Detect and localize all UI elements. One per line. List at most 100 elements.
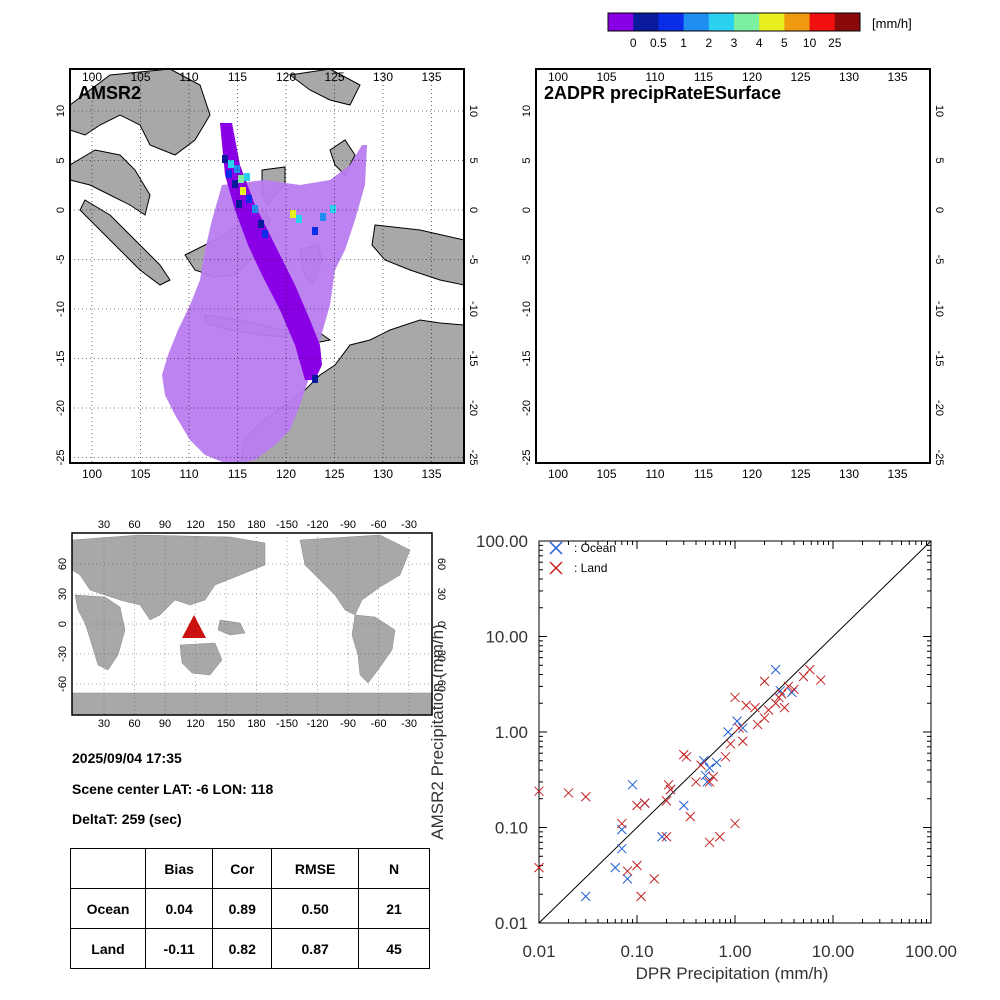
land-point — [737, 736, 748, 747]
lat-label-right: -5 — [467, 255, 479, 265]
scene-center: Scene center LAT: -6 LON: 118 — [72, 781, 274, 797]
lat-label-left: -25 — [55, 450, 67, 466]
colorbar-swatch — [683, 13, 710, 31]
x-tick-label: 100.00 — [905, 942, 957, 961]
lon-label-top: 130 — [373, 70, 393, 84]
lat-label-right: -60 — [435, 676, 447, 692]
map-frame — [69, 68, 465, 464]
y-tick-label: 0.01 — [495, 914, 528, 933]
lon-label-bottom: 125 — [790, 467, 810, 481]
land-point — [661, 796, 672, 806]
lon-label-bottom: 125 — [324, 467, 344, 481]
lon-label-top: 130 — [839, 70, 859, 84]
lon-label-top: 115 — [228, 70, 247, 84]
lat-label-left: -15 — [55, 351, 67, 367]
lon-label-bottom: 135 — [887, 467, 907, 481]
lat-label-left: -5 — [521, 255, 533, 265]
map-grid — [70, 69, 464, 463]
lon-label-top: -150 — [276, 519, 298, 531]
ocean-point — [610, 862, 621, 873]
lon-label-bottom: 150 — [217, 718, 235, 730]
table-header-cell: RMSE — [271, 848, 359, 889]
lon-label-bottom: 90 — [159, 718, 171, 730]
lon-label-top: 110 — [179, 70, 198, 84]
y-tick-label: 100.00 — [476, 532, 528, 551]
table-row: Land -0.11 0.82 0.87 45 — [70, 928, 430, 969]
table-cell: 0.87 — [271, 928, 359, 969]
lat-label-left: -30 — [57, 646, 69, 662]
lat-label-left: -25 — [521, 450, 533, 466]
x-axis-label: DPR Precipitation (mm/h) — [636, 964, 829, 983]
colorbar-tick-label: 3 — [731, 36, 738, 50]
table-row-label: Land — [70, 928, 146, 969]
lat-label-right: -25 — [467, 450, 479, 466]
ocean-point — [627, 779, 638, 790]
table-cell: 0.89 — [212, 888, 273, 929]
lon-label-bottom: -120 — [306, 718, 328, 730]
lat-label-right: 5 — [933, 157, 945, 163]
lat-label-right: 10 — [933, 105, 945, 117]
land-point — [661, 831, 672, 842]
lon-label-top: 100 — [82, 70, 102, 84]
table-row: Ocean 0.04 0.89 0.50 21 — [70, 888, 430, 929]
legend-label-land: : Land — [574, 561, 607, 575]
lon-label-bottom: 60 — [128, 718, 140, 730]
lat-label-left: 0 — [521, 207, 533, 213]
lon-label-top: 125 — [790, 70, 810, 84]
ocean-point — [622, 873, 633, 884]
lon-label-bottom: -60 — [371, 718, 387, 730]
colorbar-frame — [607, 12, 861, 32]
legend: : Ocean : Land — [549, 541, 616, 575]
colorbar-tick-label: 0 — [630, 36, 637, 50]
table-cell: 0.82 — [212, 928, 273, 969]
table-header-cell: Cor — [212, 848, 273, 889]
world-map-frame — [71, 532, 433, 716]
lon-label-bottom: 130 — [839, 467, 859, 481]
scene-datetime: 2025/09/04 17:35 — [72, 750, 182, 766]
lat-label-left: 10 — [55, 105, 67, 117]
map-axis-labels: 1001001051051101101151151201201251251301… — [55, 70, 479, 481]
lon-label-top: 60 — [128, 519, 140, 531]
land-point — [616, 818, 627, 829]
legend-label-ocean: : Ocean — [574, 541, 616, 555]
ocean-point — [770, 664, 781, 675]
lat-label-right: 0 — [435, 621, 447, 627]
dpr-map: 1001001051051101101151151201201251251301… — [521, 68, 945, 481]
x-tick-label: 1.00 — [718, 942, 751, 961]
lon-label-top: 30 — [98, 519, 110, 531]
colorbar-swatch — [633, 13, 659, 31]
land-point — [730, 818, 740, 829]
lon-label-top: 180 — [247, 519, 265, 531]
lon-label-bottom: 120 — [742, 467, 762, 481]
land-point — [665, 784, 676, 795]
lat-label-right: 5 — [467, 157, 479, 163]
lon-label-bottom: 105 — [596, 467, 616, 481]
legend-marker-land — [549, 561, 563, 575]
lat-label-right: 0 — [467, 207, 479, 213]
ocean-point — [786, 687, 797, 698]
land-point — [734, 723, 744, 733]
lon-label-bottom: 115 — [694, 467, 713, 481]
land-point — [704, 837, 715, 848]
colorbar-tick-label: 2 — [705, 36, 712, 50]
lon-label-bottom: -150 — [276, 718, 298, 730]
ocean-point — [678, 800, 689, 811]
colorbar-tick-label: 10 — [803, 36, 817, 50]
lon-label-bottom: 110 — [179, 467, 198, 481]
land-point — [714, 831, 725, 842]
lat-label-right: -5 — [933, 255, 945, 265]
lon-label-top: 100 — [548, 70, 568, 84]
y-tick-label: 10.00 — [485, 628, 528, 647]
land-point — [720, 751, 731, 762]
lon-label-bottom: 120 — [186, 718, 204, 730]
colorbar-swatch — [734, 13, 760, 31]
world-map-grid — [72, 533, 432, 715]
lon-label-top: 125 — [324, 70, 344, 84]
colorbar-tick-label: 0.5 — [650, 36, 667, 50]
lon-label-top: 90 — [159, 519, 171, 531]
lon-label-top: 120 — [276, 70, 296, 84]
colorbar-swatch — [608, 13, 634, 31]
lat-label-left: 0 — [55, 207, 67, 213]
land-point — [741, 700, 752, 711]
lon-label-bottom: 115 — [228, 467, 247, 481]
